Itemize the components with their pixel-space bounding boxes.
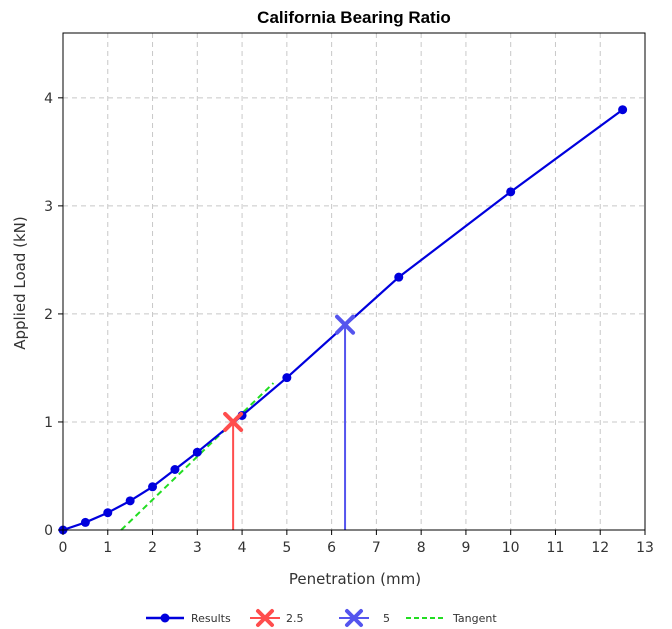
x-tick-label: 13 — [636, 540, 654, 556]
results-point — [170, 464, 180, 474]
x-tick-label: 12 — [591, 540, 609, 556]
results-point — [148, 482, 158, 492]
x-tick-label: 7 — [372, 540, 381, 556]
x-tick-label: 1 — [103, 540, 112, 556]
plot-area — [58, 105, 628, 535]
results-point — [125, 496, 135, 506]
legend-results-label: Results — [191, 612, 231, 625]
x-tick-label: 6 — [327, 540, 336, 556]
x-tick-label: 0 — [59, 540, 68, 556]
x-tick-label: 4 — [238, 540, 247, 556]
y-tick-label: 1 — [44, 415, 53, 431]
legend: Results 2.5 5 Tangent — [146, 609, 497, 627]
legend-results-marker — [160, 613, 170, 623]
plot-frame — [62, 32, 646, 531]
legend-5-label: 5 — [383, 612, 390, 625]
results-point — [394, 272, 404, 282]
y-tick-label: 2 — [44, 307, 53, 323]
results-point — [80, 517, 90, 527]
chart-title: California Bearing Ratio — [257, 8, 451, 27]
y-axis-label: Applied Load (kN) — [11, 216, 29, 350]
x-tick-label: 8 — [417, 540, 426, 556]
legend-2.5-label: 2.5 — [286, 612, 304, 625]
x-tick-label: 3 — [193, 540, 202, 556]
marker-2.5 — [223, 411, 244, 432]
results-point — [192, 447, 202, 457]
marker-5 — [335, 314, 356, 335]
x-tick-label: 11 — [547, 540, 565, 556]
y-tick-label: 3 — [44, 199, 53, 215]
x-tick-label: 9 — [461, 540, 470, 556]
legend-tangent-label: Tangent — [452, 612, 497, 625]
marker-stroke — [335, 314, 356, 335]
results-point — [103, 508, 113, 518]
x-axis-label: Penetration (mm) — [289, 570, 421, 588]
results-point — [506, 187, 516, 197]
grid — [63, 33, 645, 530]
x-tick-label: 2 — [148, 540, 157, 556]
y-tick-label: 0 — [44, 523, 53, 539]
x-tick-label: 5 — [282, 540, 291, 556]
results-point — [282, 373, 292, 383]
y-tick-label: 4 — [44, 91, 53, 107]
results-point — [618, 105, 628, 115]
marker-stroke — [223, 411, 244, 432]
x-tick-label: 10 — [502, 540, 520, 556]
